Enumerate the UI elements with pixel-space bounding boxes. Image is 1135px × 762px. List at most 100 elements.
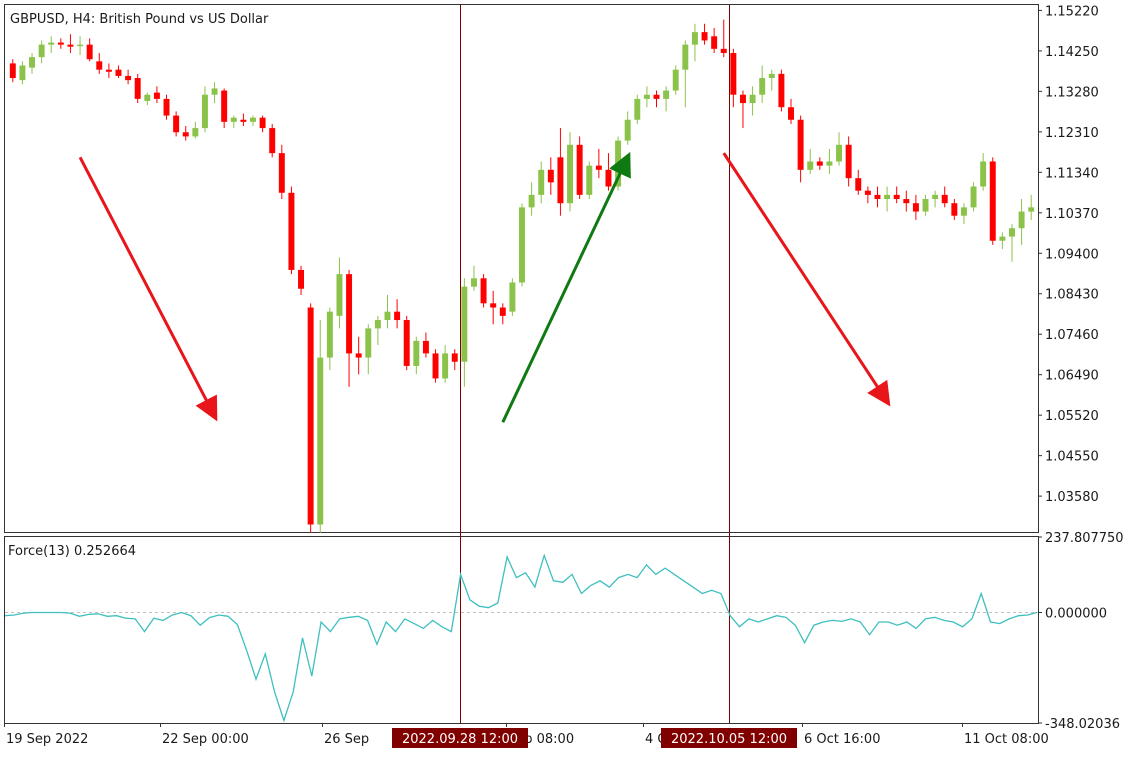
price-tick-label: 1.11340: [1045, 166, 1099, 181]
candle-body: [201, 94, 208, 129]
candle-body: [634, 98, 641, 120]
candle-body: [19, 65, 26, 81]
candle-body: [346, 274, 353, 354]
candle-body: [86, 44, 93, 60]
candle-body: [653, 94, 660, 99]
price-tick-label: 1.14250: [1045, 45, 1099, 60]
candles-layer: [9, 5, 1035, 723]
candle-body: [317, 357, 324, 525]
candle-body: [538, 169, 545, 195]
price-tick-label: 1.10370: [1045, 207, 1099, 222]
candle-body: [519, 207, 525, 283]
candle-body: [374, 320, 381, 329]
candle-body: [768, 73, 775, 79]
candle-body: [605, 169, 612, 187]
candle-body: [480, 278, 487, 304]
candle-body: [326, 311, 333, 358]
candle-body: [816, 161, 823, 166]
candle-body: [1018, 211, 1025, 229]
candle-body: [663, 90, 670, 99]
force-tick-label: 0.000000: [1045, 607, 1107, 622]
price-tick-label: 1.03580: [1045, 490, 1099, 505]
price-tick-label: 1.07460: [1045, 328, 1099, 343]
candle-body: [778, 73, 785, 108]
trend-arrow-down: [78, 156, 218, 422]
time-tick-label: 22 Sep 00:00: [162, 732, 249, 747]
candle-body: [432, 353, 439, 379]
candle-body: [509, 282, 516, 312]
candle-body: [691, 32, 698, 45]
price-tick-label: 1.13280: [1045, 85, 1099, 100]
candle-body: [57, 42, 64, 45]
candle-body: [230, 117, 237, 122]
force-pane-frame: [4, 536, 1039, 724]
candle-body: [643, 94, 650, 99]
candle-body: [355, 353, 362, 358]
candle-body: [144, 94, 151, 101]
candle-body: [96, 61, 103, 70]
trend-arrow-down: [722, 152, 891, 407]
candle-body: [163, 98, 170, 116]
time-marker-label-bg: [392, 728, 528, 748]
candle-body: [173, 115, 180, 133]
candle-body: [470, 278, 477, 287]
candle-body: [586, 165, 593, 195]
candle-body: [730, 52, 737, 95]
candle-body: [797, 119, 804, 170]
candle-body: [1009, 228, 1015, 237]
candle-body: [153, 92, 160, 99]
candle-body: [739, 94, 746, 104]
time-tick-label: 19 Sep 2022: [6, 732, 88, 747]
candle-body: [893, 194, 900, 200]
candle-body: [701, 32, 708, 41]
candle-body: [970, 186, 977, 208]
price-tick-label: 1.04550: [1045, 450, 1099, 465]
candle-body: [711, 36, 718, 49]
candle-body: [576, 144, 583, 195]
candle-body: [567, 144, 574, 204]
time-tick-label: 26 Sep: [324, 732, 369, 747]
price-tick-label: 1.05520: [1045, 409, 1099, 424]
candle-body: [557, 157, 564, 204]
chart-title: GBPUSD, H4: British Pound vs US Dollar: [10, 12, 269, 27]
time-tick-label: 6 Oct 16:00: [804, 732, 880, 747]
force-tick-label: -348.02036: [1045, 717, 1120, 732]
candle-body: [336, 274, 343, 316]
candle-body: [182, 132, 189, 137]
candle-body: [960, 207, 967, 216]
candle-body: [134, 78, 141, 99]
candle-body: [422, 340, 429, 354]
candle-body: [951, 203, 958, 216]
candle-body: [451, 353, 458, 362]
price-tick-label: 1.15220: [1045, 4, 1099, 19]
candle-body: [403, 320, 410, 366]
time-marker-label-bg: [661, 728, 797, 748]
candle-body: [490, 303, 497, 308]
candle-body: [413, 340, 420, 366]
candle-body: [115, 69, 122, 76]
candle-body: [365, 328, 372, 358]
price-tick-label: 1.06490: [1045, 369, 1099, 384]
candle-body: [269, 128, 276, 154]
force-tick-label: 237.807750: [1045, 531, 1124, 546]
candle-body: [442, 353, 449, 379]
time-tick-label: 11 Oct 08:00: [964, 732, 1049, 747]
candle-body: [278, 153, 285, 193]
candle-body: [1028, 207, 1035, 212]
candle-body: [38, 44, 45, 58]
candle-body: [874, 194, 881, 200]
candle-body: [999, 236, 1006, 241]
time-axis: 19 Sep 2022 22 Sep 00:00 26 Sep Sep 08:00 4 …: [4, 723, 1049, 748]
candle-body: [980, 161, 987, 187]
candle-body: [105, 69, 112, 72]
candle-body: [307, 307, 314, 525]
candle-body: [384, 311, 391, 321]
price-axis: 1.15220 1.14250 1.13280 1.12310 1.11340 1.103…: [1038, 4, 1124, 732]
candle-body: [499, 307, 506, 316]
candle-body: [826, 161, 833, 166]
candle-body: [624, 119, 631, 141]
candle-body: [77, 44, 84, 47]
candle-body: [855, 178, 862, 191]
candle-body: [461, 286, 468, 362]
